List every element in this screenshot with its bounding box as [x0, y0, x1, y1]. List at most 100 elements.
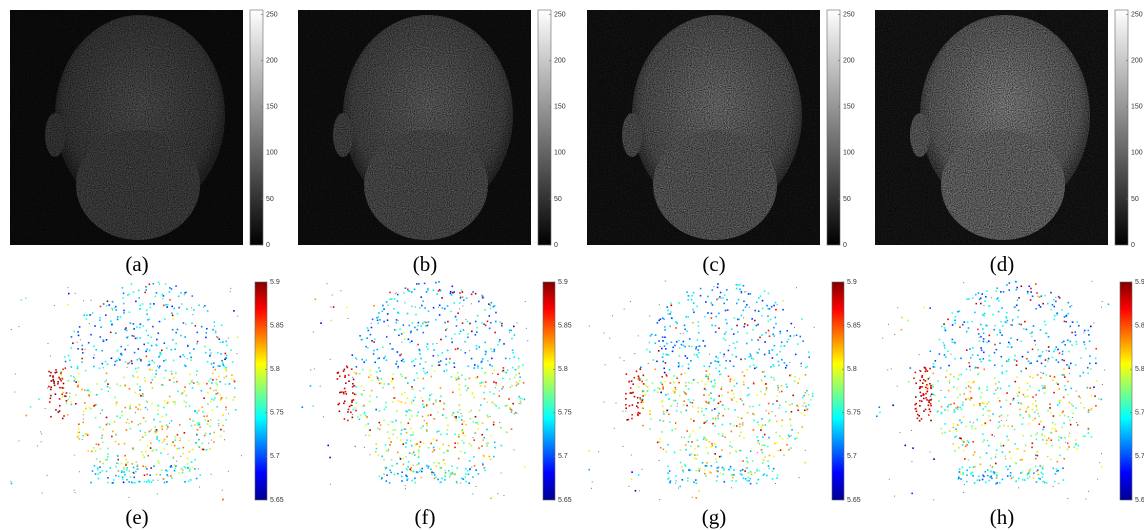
- point: [475, 293, 477, 295]
- point: [735, 347, 737, 349]
- point: [77, 348, 79, 350]
- point: [191, 425, 193, 427]
- point: [135, 407, 137, 409]
- point: [722, 433, 724, 435]
- point: [1036, 292, 1038, 294]
- point: [110, 332, 112, 334]
- point: [762, 308, 764, 310]
- point: [944, 345, 946, 347]
- point: [677, 406, 678, 407]
- point: [692, 497, 693, 498]
- point: [435, 399, 437, 401]
- point: [717, 357, 719, 359]
- point: [455, 420, 457, 422]
- point: [509, 407, 511, 409]
- point: [1067, 449, 1069, 451]
- point: [996, 474, 998, 476]
- point: [103, 429, 105, 431]
- point: [649, 428, 651, 430]
- point: [419, 446, 421, 448]
- point: [503, 495, 504, 496]
- colorbar-tick-label: 100: [266, 150, 278, 157]
- point: [775, 317, 777, 319]
- point: [128, 481, 130, 483]
- point: [220, 341, 222, 343]
- point: [85, 408, 87, 410]
- point: [50, 356, 51, 357]
- point: [447, 429, 449, 431]
- point: [332, 295, 333, 296]
- point: [440, 387, 442, 389]
- point: [210, 419, 212, 421]
- point: [1038, 415, 1040, 417]
- point: [62, 396, 64, 398]
- point: [437, 431, 439, 433]
- point: [235, 409, 237, 411]
- point: [786, 386, 788, 388]
- point: [411, 480, 413, 482]
- point: [495, 387, 496, 388]
- point: [58, 377, 60, 379]
- point: [166, 347, 168, 349]
- point: [744, 323, 746, 325]
- point: [1006, 436, 1008, 438]
- point: [511, 428, 513, 430]
- point: [218, 423, 219, 424]
- point: [422, 378, 424, 380]
- point: [71, 336, 73, 338]
- point: [680, 411, 682, 413]
- point: [166, 402, 168, 404]
- point: [712, 386, 714, 388]
- point: [760, 295, 762, 297]
- point: [510, 330, 512, 332]
- point: [753, 420, 755, 422]
- point: [664, 345, 666, 347]
- point: [217, 392, 219, 394]
- point: [803, 402, 805, 404]
- point: [1010, 324, 1011, 325]
- point: [675, 480, 677, 482]
- point: [481, 445, 483, 447]
- point: [73, 376, 75, 378]
- point: [937, 410, 939, 412]
- point: [643, 383, 645, 385]
- point: [1035, 466, 1037, 468]
- point: [684, 346, 686, 348]
- point: [445, 336, 447, 338]
- point: [139, 337, 141, 339]
- point: [411, 340, 413, 342]
- point: [462, 322, 464, 324]
- point: [1052, 422, 1054, 424]
- point: [351, 401, 353, 403]
- point: [116, 402, 118, 404]
- point: [171, 477, 173, 479]
- point: [226, 370, 228, 372]
- point: [352, 383, 354, 385]
- point: [733, 397, 735, 399]
- point: [11, 329, 12, 330]
- point: [1041, 372, 1042, 373]
- point: [974, 312, 976, 314]
- point: [724, 333, 726, 335]
- point: [418, 322, 420, 324]
- point: [1028, 360, 1030, 362]
- point: [928, 414, 930, 416]
- point: [93, 345, 95, 347]
- point: [456, 379, 458, 381]
- point: [344, 369, 346, 371]
- point: [515, 369, 517, 371]
- point: [625, 407, 627, 409]
- point: [123, 471, 125, 473]
- point: [183, 322, 185, 324]
- point: [184, 481, 186, 483]
- point: [90, 408, 92, 410]
- point: [1069, 420, 1071, 422]
- point: [740, 359, 742, 361]
- point: [1042, 473, 1044, 475]
- point: [751, 339, 753, 341]
- point: [492, 306, 494, 308]
- point: [991, 478, 993, 480]
- point: [30, 406, 32, 408]
- point: [495, 321, 497, 323]
- point: [779, 405, 781, 407]
